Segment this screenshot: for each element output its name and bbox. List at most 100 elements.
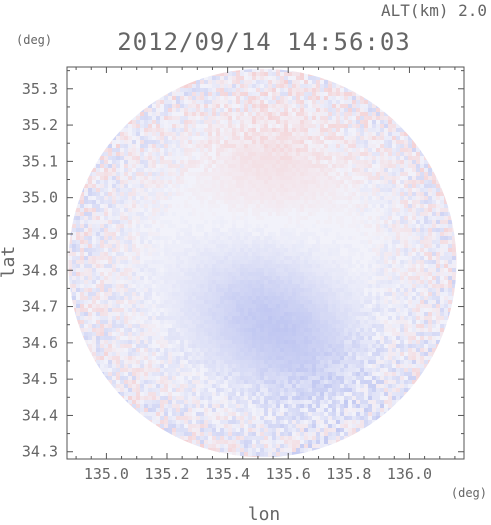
radar-cell [348,124,352,128]
radar-cell [108,292,112,296]
radar-cell [100,224,104,228]
radar-cell [408,220,412,224]
radar-cell [308,312,312,316]
radar-cell [408,252,412,256]
radar-cell [376,292,380,296]
radar-cell [284,244,288,248]
radar-cell [192,108,196,112]
radar-cell [316,332,320,336]
radar-cell [184,112,188,116]
radar-cell [404,168,408,172]
radar-cell [172,96,176,100]
radar-cell [128,188,132,192]
radar-cell [372,128,376,132]
radar-cell [288,132,292,136]
radar-cell [432,164,436,168]
radar-cell [92,204,96,208]
radar-cell [192,132,196,136]
radar-cell [128,228,132,232]
radar-cell [448,224,452,228]
radar-cell [164,260,168,264]
radar-cell [396,128,400,132]
radar-cell [360,332,364,336]
radar-cell [284,140,288,144]
radar-cell [264,180,268,184]
radar-cell [180,312,184,316]
radar-cell [232,136,236,140]
radar-cell [380,184,384,188]
radar-cell [72,268,76,272]
radar-cell [136,152,140,156]
radar-cell [96,292,100,296]
radar-cell [364,104,368,108]
radar-cell [180,84,184,88]
radar-cell [128,324,132,328]
radar-cell [232,284,236,288]
radar-cell [188,148,192,152]
radar-cell [292,232,296,236]
radar-cell [132,140,136,144]
radar-cell [444,220,448,224]
radar-cell [300,112,304,116]
radar-cell [152,216,156,220]
radar-cell [80,224,84,228]
radar-cell [276,72,280,76]
radar-cell [100,172,104,176]
radar-cell [256,224,260,228]
radar-cell [268,180,272,184]
radar-cell [360,104,364,108]
radar-cell [208,292,212,296]
radar-cell [260,172,264,176]
radar-cell [188,232,192,236]
radar-cell [112,244,116,248]
radar-cell [260,332,264,336]
radar-cell [184,296,188,300]
radar-cell [276,140,280,144]
radar-cell [228,164,232,168]
radar-cell [200,76,204,80]
radar-cell [360,128,364,132]
radar-cell [140,112,144,116]
radar-cell [420,236,424,240]
radar-cell [228,100,232,104]
radar-cell [160,284,164,288]
radar-cell [232,312,236,316]
radar-cell [228,200,232,204]
radar-cell [392,128,396,132]
radar-cell [416,216,420,220]
radar-cell [112,172,116,176]
radar-cell [320,116,324,120]
radar-cell [296,284,300,288]
radar-cell [436,320,440,324]
radar-cell [204,252,208,256]
radar-cell [156,288,160,292]
radar-cell [80,228,84,232]
radar-cell [380,260,384,264]
radar-cell [348,180,352,184]
radar-cell [324,228,328,232]
radar-cell [220,116,224,120]
radar-cell [340,224,344,228]
radar-cell [116,156,120,160]
radar-cell [280,116,284,120]
radar-cell [320,328,324,332]
radar-cell [240,176,244,180]
radar-cell [176,300,180,304]
radar-cell [284,304,288,308]
radar-cell [216,296,220,300]
radar-cell [176,176,180,180]
radar-cell [256,272,260,276]
radar-cell [92,296,96,300]
radar-cell [176,84,180,88]
radar-cell [256,216,260,220]
radar-cell [84,332,88,336]
radar-cell [420,208,424,212]
radar-cell [236,88,240,92]
radar-cell [180,116,184,120]
radar-cell [312,72,316,76]
radar-cell [236,320,240,324]
radar-cell [240,248,244,252]
radar-cell [196,272,200,276]
radar-cell [160,256,164,260]
radar-cell [260,252,264,256]
